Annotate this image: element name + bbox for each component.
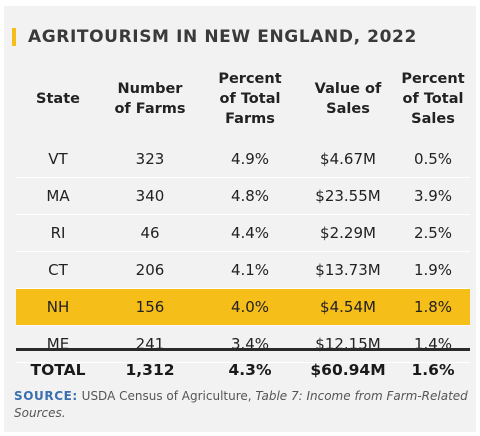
source-text: USDA Census of Agriculture, bbox=[77, 389, 256, 403]
column-header-number-of-farms: Number of Farms bbox=[114, 81, 186, 117]
cell-percent-total-farms: 4.0% bbox=[230, 298, 270, 316]
cell-percent-total-sales: 1.8% bbox=[413, 298, 453, 316]
table-header: State Number of Farms Percent of Total F… bbox=[16, 66, 470, 132]
title-accent-bar bbox=[12, 28, 16, 46]
cell-percent-total-farms: 4.4% bbox=[230, 224, 270, 242]
column-header-percent-total-sales: Percent of Total Sales bbox=[401, 71, 465, 127]
total-percent-sales: 1.6% bbox=[411, 361, 455, 379]
table-row: VT 323 4.9% $4.67M 0.5% bbox=[16, 141, 470, 178]
total-divider bbox=[16, 348, 470, 351]
cell-state: NH bbox=[46, 298, 70, 316]
column-header-percent-total-farms: Percent of Total Farms bbox=[218, 71, 282, 127]
cell-percent-total-farms: 4.9% bbox=[230, 150, 270, 168]
cell-state: RI bbox=[50, 224, 66, 242]
cell-value-of-sales: $2.29M bbox=[320, 224, 376, 242]
table-row-highlighted: NH 156 4.0% $4.54M 1.8% bbox=[16, 289, 470, 326]
title-row: AGRITOURISM IN NEW ENGLAND, 2022 bbox=[12, 26, 417, 48]
source-label: SOURCE: bbox=[14, 389, 78, 403]
table-row: CT 206 4.1% $13.73M 1.9% bbox=[16, 252, 470, 289]
cell-number-of-farms: 323 bbox=[135, 150, 165, 168]
total-row: TOTAL 1,312 4.3% $60.94M 1.6% bbox=[16, 353, 470, 387]
total-percent-farms: 4.3% bbox=[228, 361, 272, 379]
cell-number-of-farms: 46 bbox=[140, 224, 160, 242]
cell-value-of-sales: $13.73M bbox=[315, 261, 381, 279]
source-note: SOURCE: USDA Census of Agriculture, Tabl… bbox=[14, 388, 472, 422]
cell-number-of-farms: 156 bbox=[135, 298, 165, 316]
cell-value-of-sales: $4.67M bbox=[320, 150, 376, 168]
table-row: RI 46 4.4% $2.29M 2.5% bbox=[16, 215, 470, 252]
cell-percent-total-sales: 1.9% bbox=[413, 261, 453, 279]
cell-percent-total-sales: 2.5% bbox=[413, 224, 453, 242]
cell-percent-total-farms: 4.1% bbox=[230, 261, 270, 279]
total-label: TOTAL bbox=[30, 361, 86, 379]
total-farms: 1,312 bbox=[125, 361, 175, 379]
table-title: AGRITOURISM IN NEW ENGLAND, 2022 bbox=[28, 27, 417, 47]
cell-number-of-farms: 206 bbox=[135, 261, 165, 279]
cell-number-of-farms: 340 bbox=[135, 187, 165, 205]
table-body: VT 323 4.9% $4.67M 0.5% MA 340 4.8% $23.55M 3.9% R… bbox=[16, 141, 470, 363]
cell-percent-total-sales: 0.5% bbox=[413, 150, 453, 168]
table-row: MA 340 4.8% $23.55M 3.9% bbox=[16, 178, 470, 215]
column-header-value-of-sales: Value of Sales bbox=[314, 81, 382, 117]
cell-percent-total-sales: 3.9% bbox=[413, 187, 453, 205]
cell-state: CT bbox=[48, 261, 68, 279]
cell-value-of-sales: $23.55M bbox=[315, 187, 381, 205]
source-italic-text: Table 7: Income from Farm-Related Source… bbox=[14, 389, 468, 420]
cell-percent-total-farms: 4.8% bbox=[230, 187, 270, 205]
cell-state: VT bbox=[48, 150, 68, 168]
column-header-state: State bbox=[36, 91, 80, 107]
cell-value-of-sales: $4.54M bbox=[320, 298, 376, 316]
table-card: AGRITOURISM IN NEW ENGLAND, 2022 State N… bbox=[4, 6, 476, 432]
total-value-of-sales: $60.94M bbox=[310, 361, 386, 379]
cell-state: MA bbox=[46, 187, 70, 205]
